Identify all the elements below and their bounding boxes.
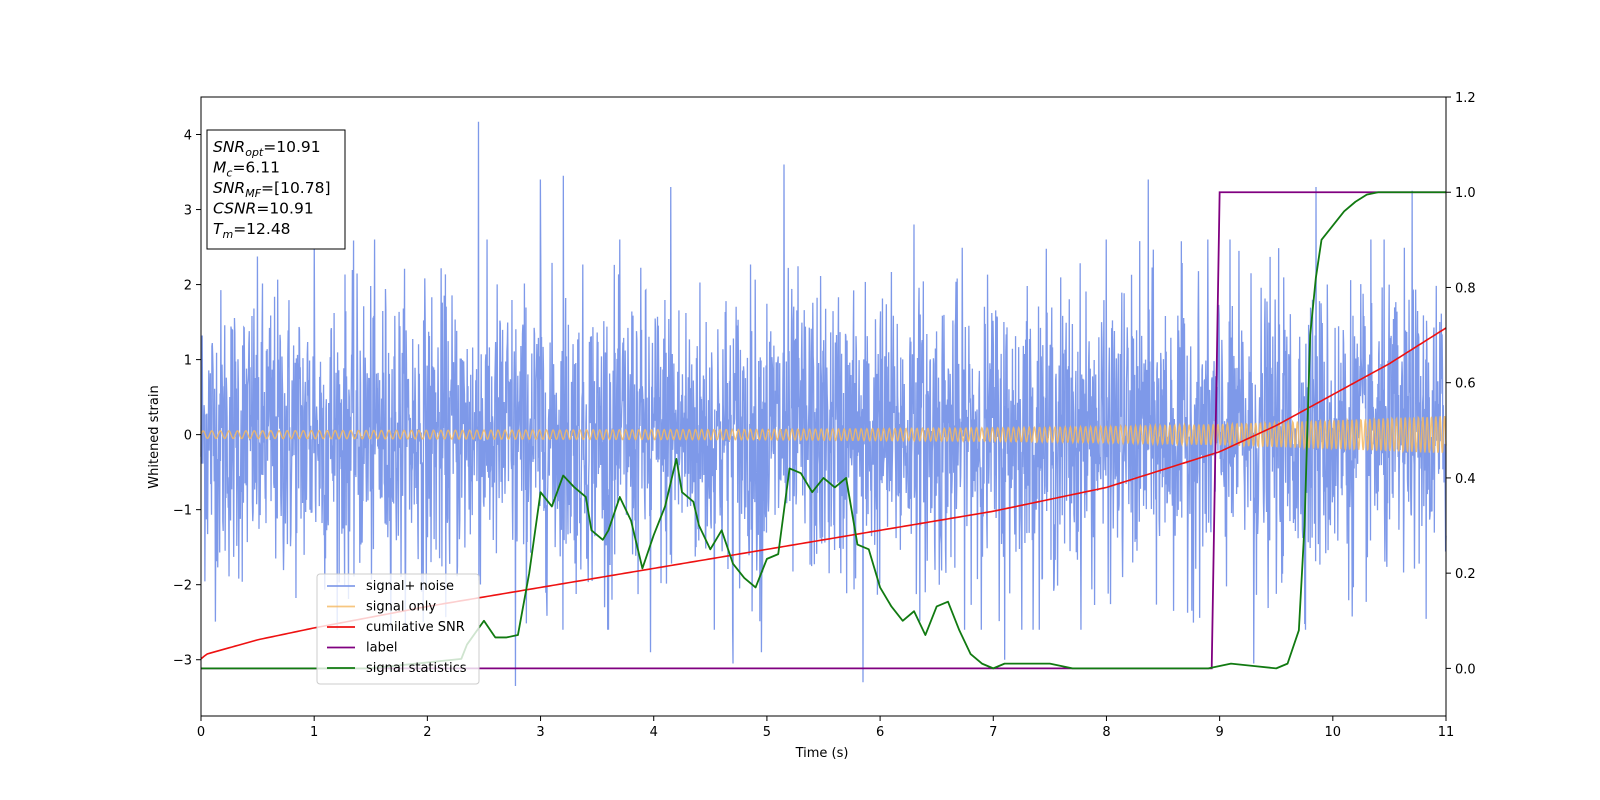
y2-tick-label: 0.6 xyxy=(1455,377,1476,392)
y2-tick-label: 0.4 xyxy=(1455,472,1476,487)
x-axis-label: Time (s) xyxy=(795,746,849,761)
legend-label: signal statistics xyxy=(366,661,467,676)
x-tick-label: 1 xyxy=(310,725,318,740)
stats-box-line: Mc=6.11 xyxy=(213,159,280,180)
y-tick-label: −2 xyxy=(173,579,192,594)
signal-only-line xyxy=(200,415,1447,454)
label-line xyxy=(201,191,1446,670)
stats-box-line: SNRopt=10.91 xyxy=(213,138,321,159)
x-tick-label: 11 xyxy=(1438,725,1455,740)
y-tick-label: 3 xyxy=(184,204,192,219)
signal-only-series xyxy=(200,415,1447,454)
x-tick-label: 7 xyxy=(989,725,997,740)
legend-label: label xyxy=(366,641,397,656)
y2-tick-label: 0.8 xyxy=(1455,281,1476,296)
y-tick-label: 1 xyxy=(184,354,192,369)
legend-label: signal only xyxy=(366,600,436,615)
x-tick-label: 8 xyxy=(1102,725,1110,740)
signal-noise-series xyxy=(200,121,1447,686)
legend: signal+ noise signal only cumilative SNR la… xyxy=(316,573,480,685)
x-tick-label: 5 xyxy=(763,725,771,740)
legend-label: signal+ noise xyxy=(366,579,454,594)
signal-statistics-line xyxy=(201,191,1446,670)
y2-tick-label: 1.0 xyxy=(1455,186,1476,201)
stats-box-line: CSNR=10.91 xyxy=(213,200,314,218)
stats-box-line: Tm=12.48 xyxy=(213,220,291,241)
x-tick-label: 0 xyxy=(197,725,205,740)
y-tick-label: −3 xyxy=(173,654,192,669)
x-tick-label: 9 xyxy=(1215,725,1223,740)
y-axis-label: Whitened strain xyxy=(147,385,162,488)
x-tick-label: 6 xyxy=(876,725,884,740)
y-tick-label: 0 xyxy=(184,429,192,444)
y2-tick-label: 1.2 xyxy=(1455,91,1476,106)
x-tick-label: 2 xyxy=(423,725,431,740)
stats-box-line: SNRMF=[10.78] xyxy=(213,179,331,200)
y2-tick-label: 0.0 xyxy=(1455,662,1476,677)
y-tick-label: −1 xyxy=(173,504,192,519)
x-tick-label: 4 xyxy=(650,725,658,740)
x-tick-label: 3 xyxy=(536,725,544,740)
axes xyxy=(196,96,1451,721)
signal-noise-line xyxy=(200,121,1447,686)
y-tick-label: 2 xyxy=(184,279,192,294)
plot-frame xyxy=(200,96,1447,717)
legend-label: cumilative SNR xyxy=(366,620,465,635)
y-tick-label: 4 xyxy=(184,129,192,144)
x-tick-label: 10 xyxy=(1325,725,1342,740)
tick-labels: 0 1 2 3 4 5 6 7 8 9 10 11 −3 −2 −1 0 1 2 3 4 0.0 0.2 0.4 0.6 0.8… xyxy=(173,91,1476,740)
stats-box: SNRopt=10.91Mc=6.11SNRMF=[10.78]CSNR=10.… xyxy=(206,129,346,250)
y2-tick-label: 0.2 xyxy=(1455,567,1476,582)
